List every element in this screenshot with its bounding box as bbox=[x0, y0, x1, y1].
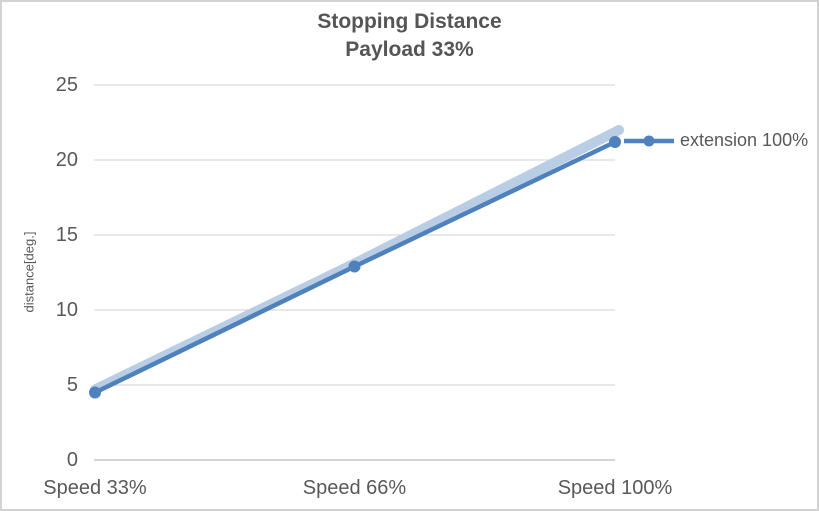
x-tick-label: Speed 66% bbox=[302, 477, 407, 499]
legend-series-label: extension 100% bbox=[680, 130, 809, 150]
series-band-light bbox=[90, 125, 624, 395]
legend: extension 100% bbox=[623, 130, 808, 151]
x-tick-label: Speed 33% bbox=[43, 477, 147, 499]
y-tick-label: 10 bbox=[55, 299, 78, 321]
data-point-marker bbox=[348, 260, 361, 273]
chart-title: Stopping Distance Payload 33% bbox=[2, 8, 817, 64]
data-point-marker bbox=[609, 136, 621, 148]
y-tick-label: 15 bbox=[55, 224, 78, 246]
y-tick-label: 0 bbox=[66, 449, 78, 471]
y-tick-label: 5 bbox=[66, 374, 78, 396]
chart-title-line1: Stopping Distance bbox=[317, 10, 502, 33]
x-tick-label: Speed 100% bbox=[557, 477, 673, 499]
y-tick-label: 20 bbox=[55, 149, 78, 171]
y-tick-label: 25 bbox=[55, 74, 78, 96]
chart-title-line2: Payload 33% bbox=[345, 38, 474, 61]
legend-line-marker-icon bbox=[624, 135, 674, 146]
data-point-marker bbox=[89, 386, 101, 399]
